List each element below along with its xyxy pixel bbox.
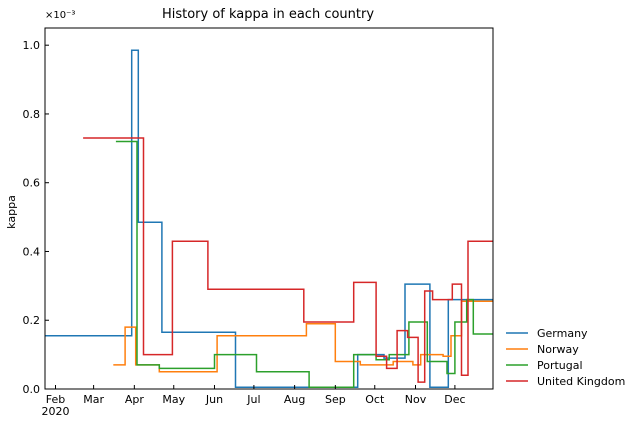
y-tick-label: 0.8 [23,108,41,121]
series-layer [45,49,493,389]
legend-label-united-kingdom: United Kingdom [537,375,625,388]
x-tick-label: May [162,393,185,406]
legend-label-norway: Norway [537,343,579,356]
legend-label-germany: Germany [537,327,588,340]
x-tick-label: Jul [246,393,260,406]
legend-label-portugal: Portugal [537,359,583,372]
x-tick-label: Aug [284,393,305,406]
y-scale-label: ×10⁻³ [45,10,75,21]
x-tick-label: Sep [325,393,346,406]
x-tick-label: Feb [46,393,65,406]
chart-title: History of kappa in each country [162,7,374,22]
y-tick-label: 0.2 [23,314,41,327]
y-tick-label: 0.0 [23,383,41,396]
y-tick-label: 0.4 [23,245,41,258]
plot-frame [44,27,494,390]
series-line-germany [45,49,493,389]
x-tick-label: Dec [444,393,465,406]
x-tick-label: Apr [125,393,145,406]
y-tick-label: 1.0 [23,39,41,52]
y-axis-label: kappa [5,195,18,229]
x-tick-label: Mar [83,393,104,406]
x-tick-label: Oct [365,393,385,406]
y-tick-label: 0.6 [23,177,41,190]
x-tick-sublabel: 2020 [42,405,70,418]
x-tick-label: Jun [205,393,223,406]
series-line-portugal [115,140,493,389]
x-tick-label: Nov [405,393,427,406]
legend: Germany Norway Portugal United Kingdom [506,327,625,388]
series-line-united-kingdom [83,137,493,383]
